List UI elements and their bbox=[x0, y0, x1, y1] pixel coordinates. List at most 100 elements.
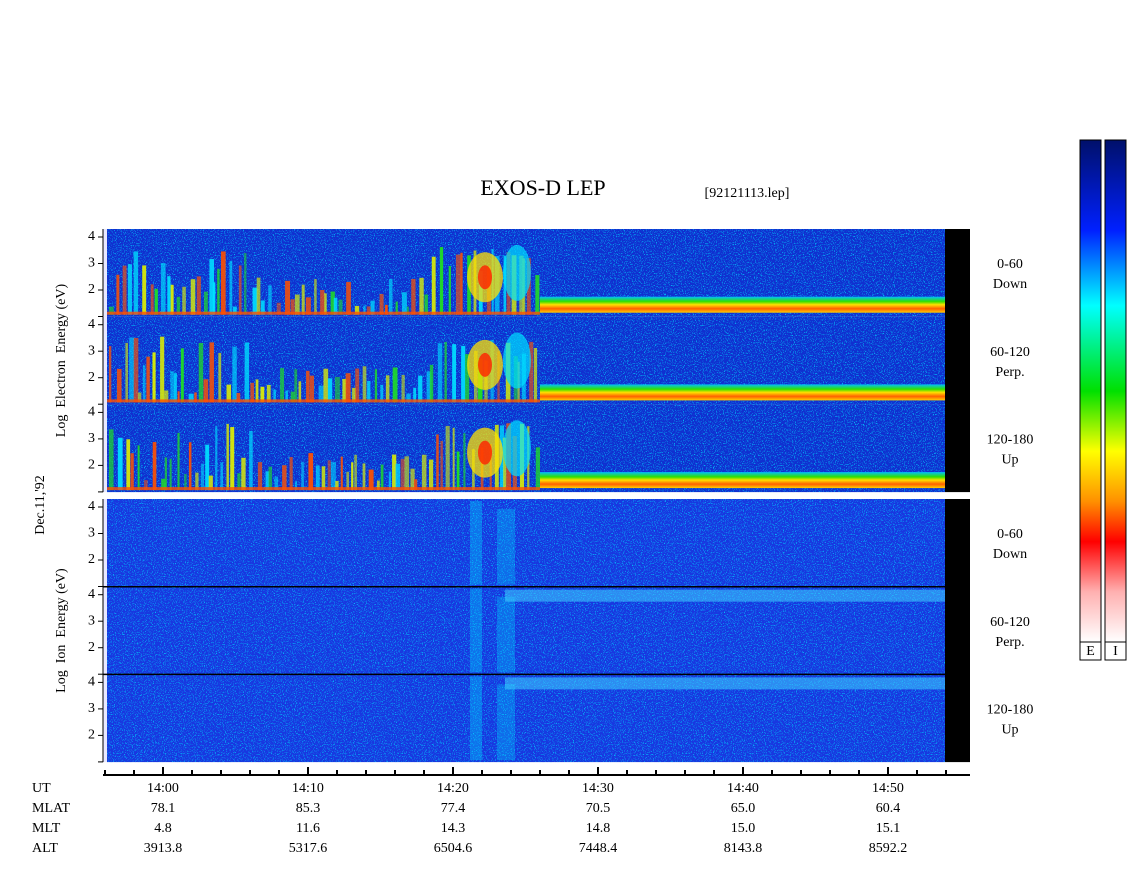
spectrogram-streak bbox=[182, 286, 186, 315]
spectrogram-blob bbox=[478, 440, 492, 465]
spectrogram-band bbox=[107, 399, 540, 403]
spectrogram-streak bbox=[308, 453, 314, 491]
row-value: 8143.8 bbox=[724, 841, 763, 856]
spectrogram-noise bbox=[107, 499, 945, 587]
row-value: 14:40 bbox=[727, 781, 759, 796]
spectrogram-streak bbox=[294, 369, 298, 403]
spectrogram-streak bbox=[324, 293, 327, 315]
spectrogram-streak bbox=[188, 393, 194, 403]
panel-edge bbox=[103, 229, 107, 493]
spectrogram-streak bbox=[273, 389, 276, 403]
spectrogram-streak bbox=[212, 282, 216, 315]
spectrogram-streak bbox=[370, 300, 375, 315]
y-tick-label: 4 bbox=[88, 405, 95, 420]
spectrogram-streak bbox=[436, 434, 439, 491]
spectrogram-streak bbox=[413, 479, 418, 491]
spectrogram-streak bbox=[180, 348, 184, 403]
channel-range: 60-120 bbox=[990, 615, 1030, 630]
channel-direction: Up bbox=[1001, 453, 1018, 468]
spectrogram-streak bbox=[160, 262, 166, 315]
spectrogram-streak bbox=[351, 462, 354, 491]
spectrogram-streak bbox=[345, 373, 351, 403]
spectrogram-streak bbox=[268, 466, 272, 491]
channel-range: 120-180 bbox=[987, 703, 1034, 718]
spectrogram-streak bbox=[368, 469, 374, 491]
spectrogram-streak bbox=[255, 379, 259, 403]
spectrogram-streak bbox=[529, 341, 534, 403]
row-value: 14.3 bbox=[441, 821, 466, 836]
spectrogram-streak bbox=[244, 253, 247, 315]
y-tick-label: 2 bbox=[88, 552, 95, 567]
row-label: ALT bbox=[32, 841, 58, 856]
channel-direction: Perp. bbox=[995, 365, 1024, 380]
spectrogram-streak bbox=[266, 384, 271, 403]
panel-edge bbox=[103, 499, 107, 763]
spectrogram-streak bbox=[401, 292, 407, 315]
spectrogram-streak bbox=[497, 596, 515, 673]
y-tick-label: 3 bbox=[88, 343, 95, 358]
spectrogram-streak bbox=[160, 336, 165, 403]
spectrogram-streak bbox=[126, 439, 131, 491]
spectrogram-streak bbox=[355, 368, 360, 403]
spectrogram-streak bbox=[352, 387, 356, 403]
row-value: 14:20 bbox=[437, 781, 469, 796]
spectrogram-streak bbox=[109, 429, 114, 491]
spectrogram-streak bbox=[184, 473, 187, 491]
spectrogram-streak bbox=[315, 465, 320, 491]
spectrogram-streak bbox=[406, 306, 409, 315]
spectrogram-streak bbox=[290, 391, 295, 403]
spectrogram-streak bbox=[177, 432, 180, 491]
row-value: 4.8 bbox=[154, 821, 172, 836]
spectrogram-streak bbox=[497, 684, 515, 761]
spectrogram-streak bbox=[208, 475, 213, 491]
spectrogram-streak bbox=[380, 384, 384, 403]
y-tick-label: 2 bbox=[88, 458, 95, 473]
spectrogram-streak bbox=[366, 306, 371, 315]
spectrogram-streak bbox=[133, 337, 139, 403]
spectrogram-streak bbox=[209, 342, 214, 403]
spectrogram-streak bbox=[401, 374, 405, 403]
spectrogram-streak bbox=[170, 284, 174, 315]
spectrogram-streak bbox=[268, 285, 272, 315]
spectrogram-streak bbox=[236, 392, 241, 403]
spectrogram-streak bbox=[440, 440, 443, 491]
spectrogram-streak bbox=[404, 456, 409, 491]
spectrogram-streak bbox=[385, 304, 388, 315]
spectrogram-streak bbox=[460, 252, 463, 315]
y-tick-label: 2 bbox=[88, 282, 95, 297]
y-tick-label: 4 bbox=[88, 587, 95, 602]
spectrogram-streak bbox=[340, 456, 343, 491]
spectrogram-blob bbox=[478, 265, 492, 290]
spectrogram-streak bbox=[116, 368, 122, 403]
spectrogram-streak bbox=[418, 375, 423, 403]
channel-direction: Perp. bbox=[995, 635, 1024, 650]
spectrogram-streak bbox=[137, 445, 140, 491]
spectrogram-streak bbox=[133, 251, 139, 315]
row-value: 5317.6 bbox=[289, 841, 328, 856]
row-value: 14:10 bbox=[292, 781, 324, 796]
spectrogram-streak bbox=[497, 509, 515, 585]
spectrogram-streak bbox=[125, 342, 128, 403]
spectrogram-streak bbox=[437, 343, 443, 403]
y-tick-label: 2 bbox=[88, 640, 95, 655]
spectrogram-streak bbox=[215, 425, 218, 491]
spectrogram-streak bbox=[463, 433, 466, 491]
spectrogram-streak bbox=[439, 247, 444, 315]
spectrogram-streak bbox=[177, 391, 180, 403]
row-label: MLAT bbox=[32, 801, 71, 816]
spectrogram-streak bbox=[220, 462, 223, 491]
spectrogram-streak bbox=[298, 381, 302, 403]
spectrogram-band bbox=[540, 472, 945, 489]
y-tick-label: 3 bbox=[88, 613, 95, 628]
spectrogram-streak bbox=[256, 277, 261, 315]
channel-direction: Down bbox=[993, 277, 1027, 292]
spectrogram-streak bbox=[388, 471, 392, 491]
spectrogram-streak bbox=[117, 437, 123, 491]
spectrogram-streak bbox=[244, 342, 250, 403]
row-value: 70.5 bbox=[586, 801, 611, 816]
file-label: [92121113.lep] bbox=[705, 186, 790, 201]
spectrogram-streak bbox=[363, 305, 366, 315]
spectrogram-streak bbox=[305, 297, 311, 315]
spectrogram-streak bbox=[290, 299, 295, 315]
spectrogram-streak bbox=[274, 476, 279, 491]
